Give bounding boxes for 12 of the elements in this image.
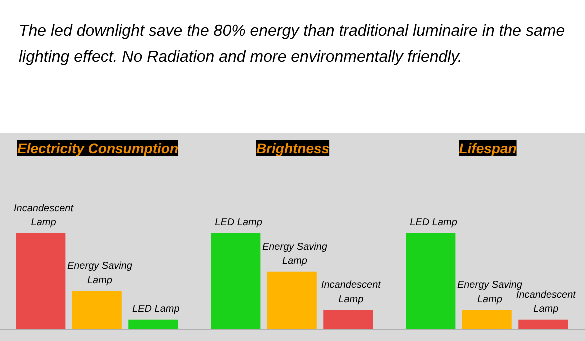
x-tick-label: LED Lamp bbox=[215, 218, 263, 229]
x-tick-label: Incandescent Lamp bbox=[516, 290, 578, 316]
text: The led downlight save the 80% energy than traditional luminaire in the same lighting effect. No Radiation and more environmentally friendly. bbox=[18, 22, 566, 68]
x-tick-label: LED Lamp bbox=[132, 304, 180, 316]
x-tick-label: Energy Saving Lamp bbox=[262, 242, 328, 268]
chart-title: Brightness bbox=[256, 140, 330, 156]
x-tick-label: Incandescent Lamp bbox=[321, 280, 382, 306]
x-tick-label: Incandescent Lamp bbox=[14, 203, 75, 229]
x-tick-label: LED Lamp bbox=[410, 218, 458, 229]
chart-title: Electricity Consumption bbox=[17, 140, 179, 156]
x-tick-label: Energy Saving Lamp bbox=[67, 261, 133, 286]
chart-title: Lifespan bbox=[459, 140, 517, 156]
